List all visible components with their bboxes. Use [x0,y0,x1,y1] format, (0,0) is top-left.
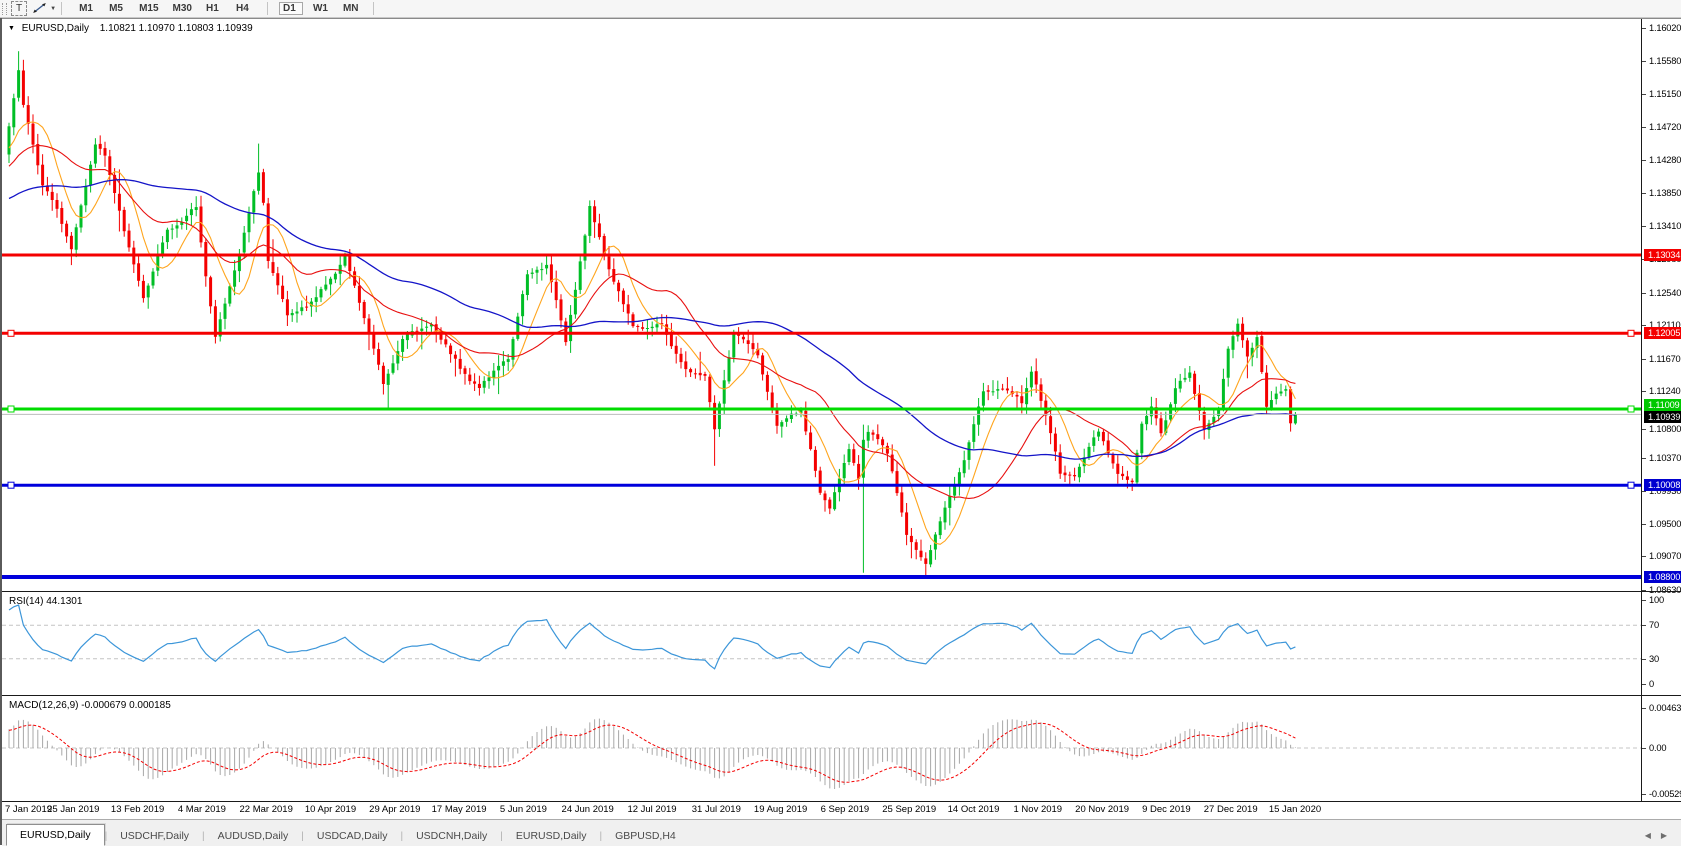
chart-tab-4-usdcnh-daily[interactable]: USDCNH,Daily [416,830,488,842]
date-tick: 10 Apr 2019 [304,804,357,815]
date-tick: 4 Mar 2019 [177,804,226,815]
text-tool-button[interactable]: T [11,1,28,16]
timeframe-button-w1[interactable]: W1 [312,3,328,14]
tab-separator: | [400,831,404,842]
date-tick: 9 Dec 2019 [1142,804,1191,815]
chart-symbol-label: EURUSD,Daily [21,23,89,34]
date-tick: 15 Jan 2020 [1268,804,1322,815]
toolbar-separator [61,2,63,15]
timeframe-button-m1[interactable]: M1 [79,3,93,14]
date-tick: 12 Jul 2019 [627,804,677,815]
timeframe-button-m5[interactable]: M5 [109,3,123,14]
tab-separator: | [104,831,108,842]
chart-tab-3-usdcad-daily[interactable]: USDCAD,Daily [316,830,388,842]
date-tick: 24 Jun 2019 [561,804,614,815]
chart-tab-5-eurusd-daily[interactable]: EURUSD,Daily [515,830,587,842]
bid-price-label: 1.10939 [1644,410,1681,423]
timeframe-button-h1[interactable]: H1 [205,3,219,14]
timeframe-button-group: M1 M5 M15 M30 H1 H4 D1 W1 MN [75,2,363,15]
date-tick: 14 Oct 2019 [947,804,1000,815]
date-tick: 6 Sep 2019 [820,804,870,815]
timeframe-button-mn[interactable]: MN [342,3,359,14]
timeframe-button-h4[interactable]: H4 [235,3,249,14]
panel-border [2,801,1681,802]
date-tick: 13 Feb 2019 [110,804,165,815]
time-axis[interactable]: 7 Jan 2019 25 Jan 2019 13 Feb 2019 4 Mar 20… [2,802,1681,818]
hline-price-label: 1.10008 [1644,479,1681,492]
hline-price-label: 1.13034 [1644,249,1681,262]
tool-dropdown-caret[interactable]: ▼ [50,5,57,12]
price-axis[interactable]: 1.16020 1.15580 1.15150 1.14720 1.14280 1.138… [1641,18,1681,802]
price-chart[interactable] [2,19,1641,591]
double-arrow-icon [33,3,46,13]
date-tick: 5 Jun 2019 [499,804,547,815]
rsi-chart[interactable] [2,592,1641,695]
rsi-panel: RSI(14) 44.1301 [2,592,1641,695]
hline-price-label: 1.11009 [1644,399,1681,412]
tab-separator: | [599,831,603,842]
hline-price-label: 1.12005 [1644,327,1681,340]
top-toolbar: T ▼ M1 M5 M15 M30 H1 H4 D1 W1 MN [0,0,1681,18]
panel-border[interactable] [2,591,1681,592]
tab-separator: | [301,831,304,842]
tab-scroll-buttons: ◀▶ [1645,831,1677,840]
tab-scroll-right-icon[interactable]: ▶ [1660,831,1677,840]
macd-label: MACD(12,26,9) -0.000679 0.000185 [9,700,171,711]
toolbar-grip[interactable] [2,2,7,15]
tab-scroll-left-icon[interactable]: ◀ [1644,831,1661,840]
chart-tab-bar: ◀▶ EURUSD,Daily | USDCHF,Daily | AUDUSD,Dail… [2,819,1681,846]
chart-tab-0-eurusd-daily[interactable]: EURUSD,Daily [6,824,105,846]
hline-price-label: 1.08800 [1644,571,1681,584]
chevron-down-icon[interactable]: ▼ [8,25,15,32]
price-chart-panel: ▼ EURUSD,Daily 1.10821 1.10970 1.10803 1… [2,19,1641,591]
date-tick: 7 Jan 2019 [5,804,53,815]
date-tick: 19 Aug 2019 [753,804,808,815]
date-tick: 25 Sep 2019 [882,804,937,815]
date-tick: 27 Dec 2019 [1203,804,1258,815]
timeframe-button-m30[interactable]: M30 [172,3,192,14]
tab-separator: | [500,831,503,842]
chart-tab-1-usdchf-daily[interactable]: USDCHF,Daily [120,830,190,842]
chart-window: ▼ EURUSD,Daily 1.10821 1.10970 1.10803 1… [0,18,1681,846]
macd-chart[interactable] [2,696,1641,801]
date-tick: 29 Apr 2019 [369,804,421,815]
panel-border[interactable] [2,695,1681,696]
macd-panel: MACD(12,26,9) -0.000679 0.000185 [2,696,1641,801]
chart-tab-6-gbpusd-h4[interactable]: GBPUSD,H4 [615,830,676,842]
panel-border [2,18,1681,19]
crosshair-tool-icon[interactable] [31,2,48,15]
date-tick: 31 Jul 2019 [691,804,741,815]
chart-title: ▼ EURUSD,Daily 1.10821 1.10970 1.10803 1… [8,23,253,34]
tab-separator: | [202,831,205,842]
toolbar-separator [372,2,374,15]
date-tick: 17 May 2019 [431,804,487,815]
timeframe-button-d1[interactable]: D1 [278,2,303,15]
rsi-label: RSI(14) 44.1301 [9,596,83,607]
chart-ohlc-quotes: 1.10821 1.10970 1.10803 1.10939 [99,23,253,34]
date-tick: 25 Jan 2019 [47,804,100,815]
timeframe-button-m15[interactable]: M15 [139,3,159,14]
date-tick: 20 Nov 2019 [1075,804,1130,815]
toolbar-separator [266,2,268,15]
date-tick: 1 Nov 2019 [1013,804,1063,815]
date-tick: 22 Mar 2019 [239,804,293,815]
chart-tab-2-audusd-daily[interactable]: AUDUSD,Daily [217,830,289,842]
